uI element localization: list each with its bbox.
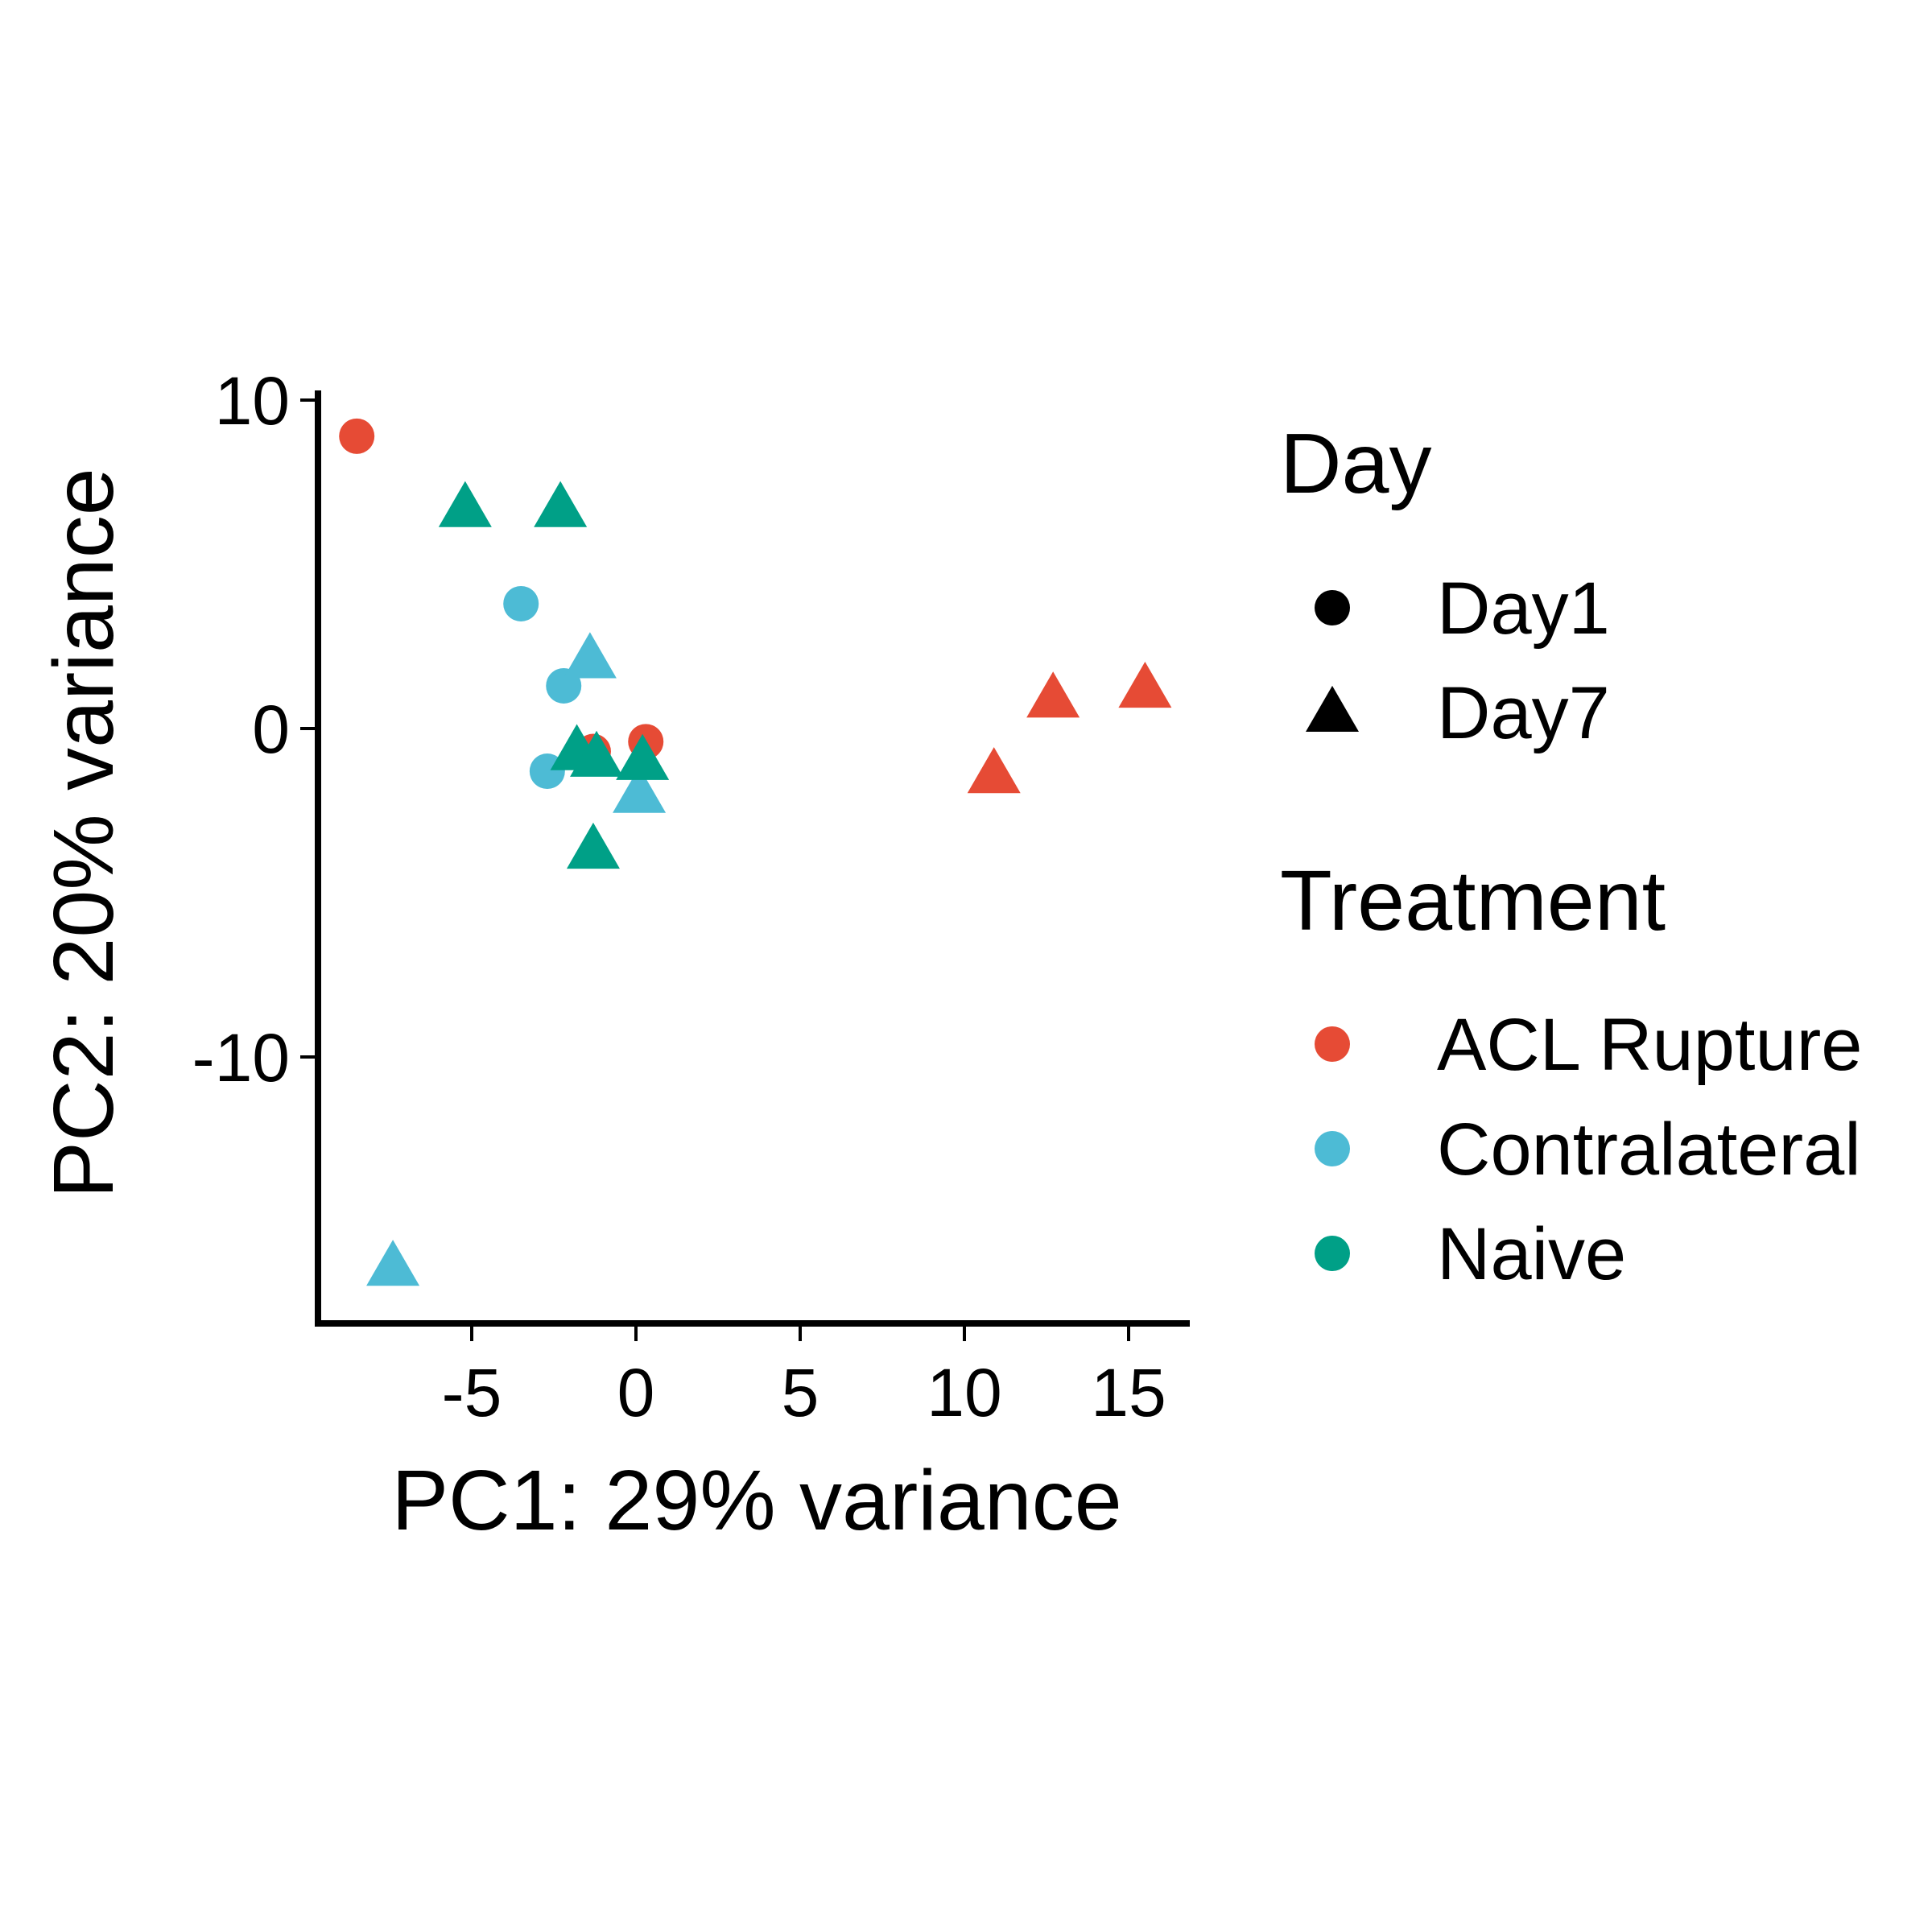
legend-title-day: Day: [1280, 416, 1432, 511]
x-tick-label: 5: [782, 1355, 819, 1430]
legend-label-contralateral: Contralateral: [1437, 1108, 1861, 1191]
data-points: [339, 418, 1172, 1286]
data-point-naive-day7: [616, 733, 670, 780]
legend-label-acl-rupture: ACL Rupture: [1437, 1004, 1862, 1086]
data-point-acl-rupture-day7: [1026, 671, 1080, 718]
data-point-naive-day7: [570, 730, 624, 777]
y-axis-ticks: 10 0 -10: [192, 363, 318, 1096]
x-axis-title: PC1: 29% variance: [391, 1453, 1121, 1548]
data-point-contralateral-day7: [563, 632, 617, 679]
legend-symbol-naive: [1315, 1236, 1350, 1271]
legend-symbol-day1: [1315, 590, 1350, 625]
data-point-naive-day7: [438, 481, 492, 527]
y-tick-label: -10: [192, 1020, 290, 1096]
x-tick-label: -5: [442, 1355, 502, 1430]
data-point-naive-day7: [534, 481, 588, 527]
data-point-acl-rupture-day7: [1118, 662, 1172, 708]
x-tick-label: 10: [927, 1355, 1001, 1430]
y-tick-label: 0: [252, 691, 290, 767]
legend-label-day1: Day1: [1437, 568, 1610, 650]
x-tick-label: 0: [617, 1355, 655, 1430]
data-point-acl-rupture-day1: [339, 418, 375, 454]
y-tick-label: 10: [215, 363, 290, 439]
legend-symbol-contralateral: [1315, 1131, 1350, 1166]
legend-title-treatment: Treatment: [1280, 853, 1666, 948]
data-point-contralateral-day7: [366, 1240, 420, 1286]
legend-label-naive: Naive: [1437, 1213, 1626, 1295]
axes: -5 0 5 10 15 10 0 -10: [192, 363, 1190, 1430]
plot-area: [339, 418, 1172, 1286]
data-point-acl-rupture-day7: [967, 747, 1021, 794]
data-point-naive-day7: [566, 822, 620, 869]
data-point-contralateral-day7: [613, 766, 667, 813]
y-axis-title: PC2: 20% variance: [36, 468, 131, 1198]
legend-symbol-acl-rupture: [1315, 1026, 1350, 1062]
data-point-contralateral-day1: [503, 585, 539, 621]
x-tick-label: 15: [1091, 1355, 1166, 1430]
legend-symbol-day7: [1306, 685, 1359, 733]
legend-label-day7: Day7: [1437, 672, 1610, 754]
x-axis-ticks: -5 0 5 10 15: [442, 1323, 1166, 1430]
